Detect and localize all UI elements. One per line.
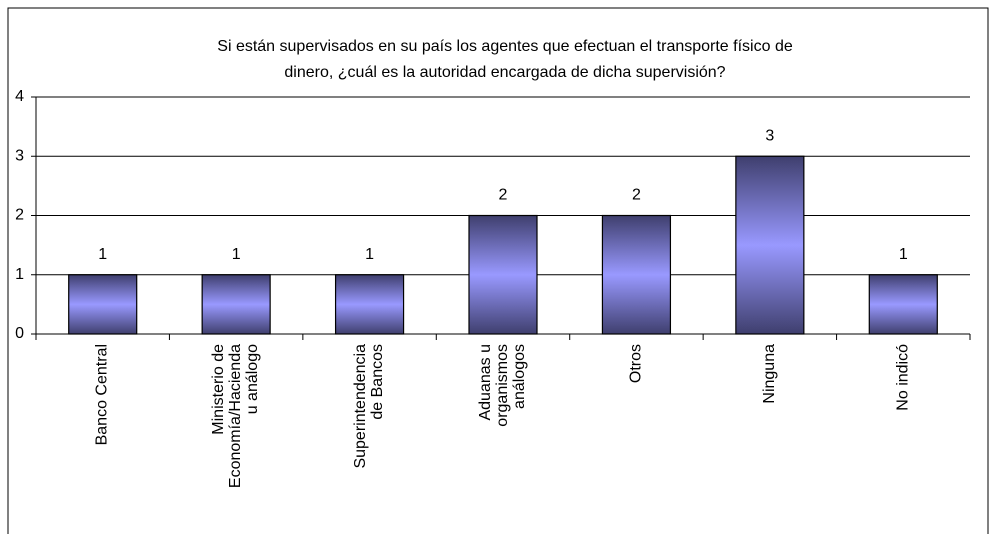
bar bbox=[735, 155, 805, 335]
data-label: 1 bbox=[232, 246, 241, 263]
x-tick-label: Ministerio deEconomía/Haciendau análogo bbox=[210, 344, 261, 488]
data-label: 3 bbox=[765, 127, 774, 144]
data-label: 1 bbox=[899, 246, 908, 263]
bar bbox=[468, 214, 538, 335]
y-tick-label: 4 bbox=[15, 88, 24, 105]
data-label: 2 bbox=[632, 187, 641, 204]
x-tick-label: No indicó bbox=[895, 344, 912, 411]
y-tick-label: 3 bbox=[15, 147, 24, 164]
x-tick-label: Ninguna bbox=[761, 344, 778, 404]
y-tick-label: 2 bbox=[15, 207, 24, 224]
y-tick-label: 0 bbox=[15, 325, 24, 342]
chart-title: Si están supervisados en su país los age… bbox=[217, 38, 793, 81]
bar bbox=[601, 214, 672, 335]
bar bbox=[68, 274, 138, 335]
bar bbox=[334, 274, 405, 335]
x-tick-label: Banco Central bbox=[94, 344, 111, 445]
bar bbox=[201, 274, 271, 335]
data-label: 2 bbox=[499, 187, 508, 204]
y-tick-label: 1 bbox=[15, 266, 24, 283]
chart-border bbox=[7, 7, 989, 534]
data-label: 1 bbox=[98, 246, 107, 263]
bar bbox=[868, 274, 938, 335]
x-tick-label: Aduanas uorganismosanálogos bbox=[477, 344, 528, 427]
x-tick-label: Superintendenciade Bancos bbox=[352, 344, 386, 469]
x-tick-label: Otros bbox=[628, 344, 645, 383]
data-label: 1 bbox=[365, 246, 374, 263]
